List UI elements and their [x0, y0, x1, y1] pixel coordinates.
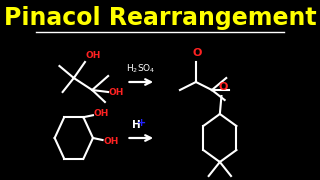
Text: O: O: [193, 48, 202, 58]
Text: +: +: [137, 118, 146, 128]
Text: OH: OH: [103, 138, 119, 147]
Text: H: H: [132, 120, 140, 130]
Text: OH: OH: [94, 109, 109, 118]
Text: H$_2$SO$_4$: H$_2$SO$_4$: [126, 62, 156, 75]
Text: Pinacol Rearrangement: Pinacol Rearrangement: [4, 6, 316, 30]
Text: O: O: [218, 82, 228, 92]
Text: OH: OH: [109, 87, 124, 96]
Text: OH: OH: [86, 51, 101, 60]
